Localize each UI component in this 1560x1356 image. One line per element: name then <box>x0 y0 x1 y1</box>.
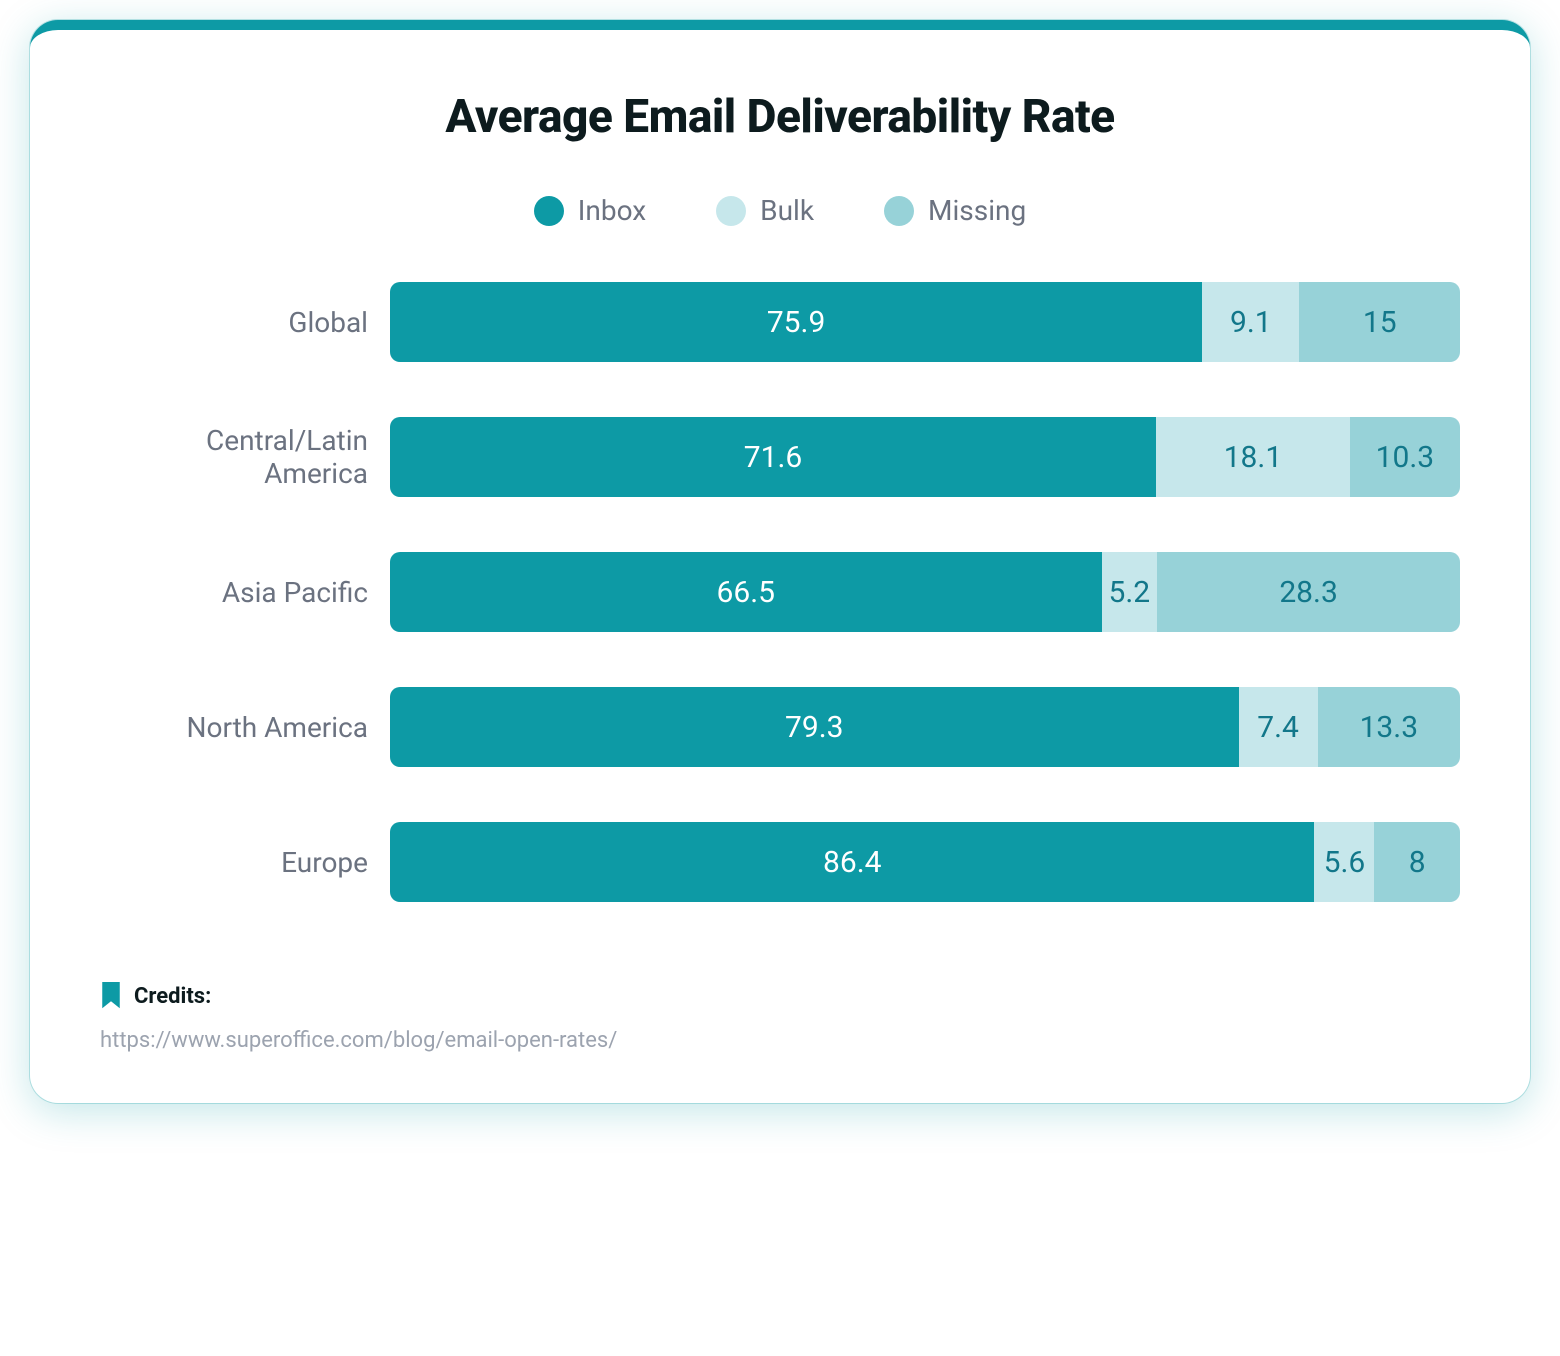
row-label: Asia Pacific <box>100 576 390 609</box>
chart-card: Average Email Deliverability Rate Inbox … <box>30 20 1530 1103</box>
bookmark-icon <box>100 982 122 1010</box>
stacked-bar: 79.37.413.3 <box>390 687 1460 767</box>
stacked-bar-chart: Global75.99.115Central/Latin America71.6… <box>100 282 1460 902</box>
bar-segment-missing: 28.3 <box>1157 552 1460 632</box>
bar-segment-inbox: 66.5 <box>390 552 1102 632</box>
bar-segment-missing: 10.3 <box>1350 417 1460 497</box>
bar-segment-inbox: 75.9 <box>390 282 1202 362</box>
stacked-bar: 75.99.115 <box>390 282 1460 362</box>
bar-segment-missing: 15 <box>1299 282 1460 362</box>
legend-swatch-inbox <box>534 196 564 226</box>
chart-row: North America79.37.413.3 <box>100 687 1460 767</box>
credits-label: Credits: <box>134 984 211 1009</box>
bar-segment-bulk: 5.6 <box>1314 822 1374 902</box>
bar-segment-bulk: 18.1 <box>1156 417 1350 497</box>
stacked-bar: 86.45.68 <box>390 822 1460 902</box>
credits-url: https://www.superoffice.com/blog/email-o… <box>100 1028 1460 1053</box>
bar-segment-bulk: 7.4 <box>1239 687 1318 767</box>
legend-label-inbox: Inbox <box>578 194 646 227</box>
legend-swatch-bulk <box>716 196 746 226</box>
legend-label-missing: Missing <box>928 194 1026 227</box>
bar-segment-inbox: 71.6 <box>390 417 1156 497</box>
chart-row: Asia Pacific66.55.228.3 <box>100 552 1460 632</box>
legend: Inbox Bulk Missing <box>100 194 1460 227</box>
legend-item-inbox: Inbox <box>534 194 646 227</box>
chart-title: Average Email Deliverability Rate <box>100 90 1460 144</box>
stacked-bar: 66.55.228.3 <box>390 552 1460 632</box>
legend-item-missing: Missing <box>884 194 1026 227</box>
row-label: Europe <box>100 846 390 879</box>
bar-segment-missing: 13.3 <box>1318 687 1460 767</box>
legend-label-bulk: Bulk <box>760 194 814 227</box>
row-label: Central/Latin America <box>100 424 390 490</box>
legend-item-bulk: Bulk <box>716 194 814 227</box>
chart-row: Europe86.45.68 <box>100 822 1460 902</box>
legend-swatch-missing <box>884 196 914 226</box>
bar-segment-inbox: 79.3 <box>390 687 1239 767</box>
stacked-bar: 71.618.110.3 <box>390 417 1460 497</box>
credits-line: Credits: <box>100 982 1460 1010</box>
row-label: Global <box>100 306 390 339</box>
chart-row: Global75.99.115 <box>100 282 1460 362</box>
bar-segment-inbox: 86.4 <box>390 822 1314 902</box>
bar-segment-bulk: 5.2 <box>1102 552 1158 632</box>
chart-row: Central/Latin America71.618.110.3 <box>100 417 1460 497</box>
row-label: North America <box>100 711 390 744</box>
bar-segment-bulk: 9.1 <box>1202 282 1299 362</box>
bar-segment-missing: 8 <box>1374 822 1460 902</box>
